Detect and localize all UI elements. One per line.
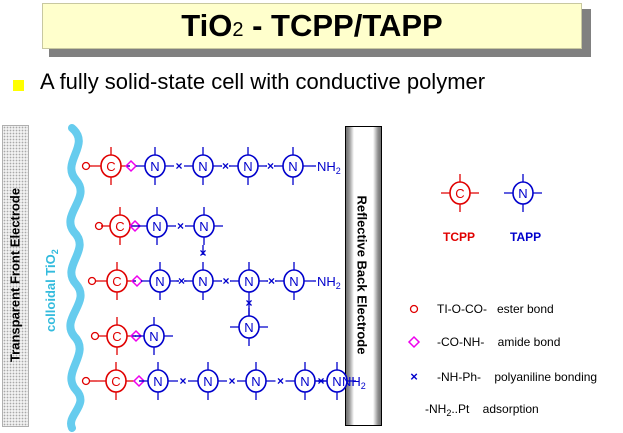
tapp-molecule-label: N (288, 159, 297, 174)
tapp-molecule-label: N (149, 329, 158, 344)
tcpp-molecule (100, 154, 122, 178)
tapp-molecule-label: N (203, 374, 212, 389)
amide-bond-icon (132, 374, 146, 388)
nh2-group: NH2 (317, 274, 341, 291)
tapp-molecule-label: N (244, 274, 253, 289)
ester-bond-icon (87, 276, 97, 286)
polyaniline-bond-icon: × (177, 219, 184, 233)
bullet-square (13, 80, 24, 91)
tcpp-molecule-label: C (455, 186, 464, 201)
tcpp-molecule (106, 269, 128, 293)
key-tapp-label: TAPP (510, 230, 541, 244)
tapp-molecule-label: N (153, 374, 162, 389)
tapp-molecule (512, 181, 534, 205)
tcpp-molecule-label: C (115, 219, 124, 234)
tapp-molecule-label: N (244, 320, 253, 335)
legend-poly-text: -NH-Ph- polyaniline bonding (437, 370, 597, 384)
legend-poly-icon: × (410, 369, 418, 384)
polyaniline-bond-icon: × (228, 374, 235, 388)
tapp-molecule-label: N (198, 274, 207, 289)
legend-ester-icon (409, 304, 419, 314)
tcpp-molecule (449, 181, 471, 205)
tapp-molecule (192, 154, 214, 178)
amide-bond-icon (128, 219, 142, 233)
ester-bond-icon (81, 376, 91, 386)
polyaniline-bond-icon: × (222, 159, 229, 173)
subtitle: A fully solid-state cell with conductive… (40, 69, 486, 94)
amide-bond-icon (124, 159, 138, 173)
tapp-molecule (193, 214, 215, 238)
tapp-molecule (146, 214, 168, 238)
tapp-molecule (238, 269, 260, 293)
polyaniline-bond-icon: × (245, 296, 252, 310)
polyaniline-bond-icon: × (268, 274, 275, 288)
back-electrode (345, 126, 382, 426)
tapp-molecule (237, 154, 259, 178)
nh2-group: NH2 (342, 374, 366, 391)
key-tcpp-label: TCPP (443, 230, 475, 244)
tapp-molecule (143, 324, 165, 348)
tapp-molecule-label: N (300, 374, 309, 389)
legend-adsorb-text: -NH2..Pt adsorption (425, 402, 539, 418)
tapp-molecule-label: N (332, 374, 341, 389)
page-title: TiO2 - TCPP/TAPP (181, 8, 443, 43)
tapp-molecule (326, 369, 348, 393)
polyaniline-bond-icon: × (199, 246, 206, 260)
tapp-molecule (147, 369, 169, 393)
polyaniline-bond-icon: × (179, 374, 186, 388)
tapp-molecule (192, 269, 214, 293)
legend-amide-text: -CO-NH- amide bond (437, 335, 560, 349)
front-electrode (2, 125, 29, 427)
tcpp-molecule-label: C (106, 159, 115, 174)
polyaniline-bond-icon: × (267, 159, 274, 173)
tapp-molecule-label: N (198, 159, 207, 174)
tapp-molecule-label: N (152, 219, 161, 234)
polyaniline-bond-icon: × (178, 274, 185, 288)
tcpp-molecule-label: C (111, 374, 120, 389)
polyaniline-bond-icon: × (175, 159, 182, 173)
tapp-molecule-label: N (155, 274, 164, 289)
tio2-wave (66, 124, 85, 432)
tapp-molecule-label: N (518, 186, 527, 201)
amide-bond-icon (130, 274, 144, 288)
tapp-molecule-label: N (199, 219, 208, 234)
title-box: TiO2 - TCPP/TAPP (42, 3, 582, 49)
tapp-molecule-label: N (243, 159, 252, 174)
tcpp-molecule (105, 369, 127, 393)
tcpp-molecule-label: C (112, 274, 121, 289)
legend-amide-icon (407, 335, 421, 349)
tapp-molecule (283, 269, 305, 293)
polyaniline-bond-icon: × (277, 374, 284, 388)
nh2-group: NH2 (317, 159, 341, 176)
legend-ester-text: TI-O-CO- ester bond (437, 302, 554, 316)
ester-bond-icon (81, 161, 91, 171)
tcpp-molecule (106, 324, 128, 348)
tapp-molecule (149, 269, 171, 293)
tapp-molecule (238, 315, 260, 339)
tapp-molecule (282, 154, 304, 178)
tapp-molecule (144, 154, 166, 178)
tapp-molecule (245, 369, 267, 393)
tapp-molecule-label: N (251, 374, 260, 389)
tapp-molecule (197, 369, 219, 393)
polyaniline-bond-icon: × (222, 274, 229, 288)
tapp-molecule-label: N (289, 274, 298, 289)
amide-bond-icon (129, 329, 143, 343)
tcpp-molecule-label: C (112, 329, 121, 344)
tapp-molecule (294, 369, 316, 393)
ester-bond-icon (90, 331, 100, 341)
tapp-molecule-label: N (150, 159, 159, 174)
tio2-label: colloidal TiO2 (43, 249, 60, 332)
